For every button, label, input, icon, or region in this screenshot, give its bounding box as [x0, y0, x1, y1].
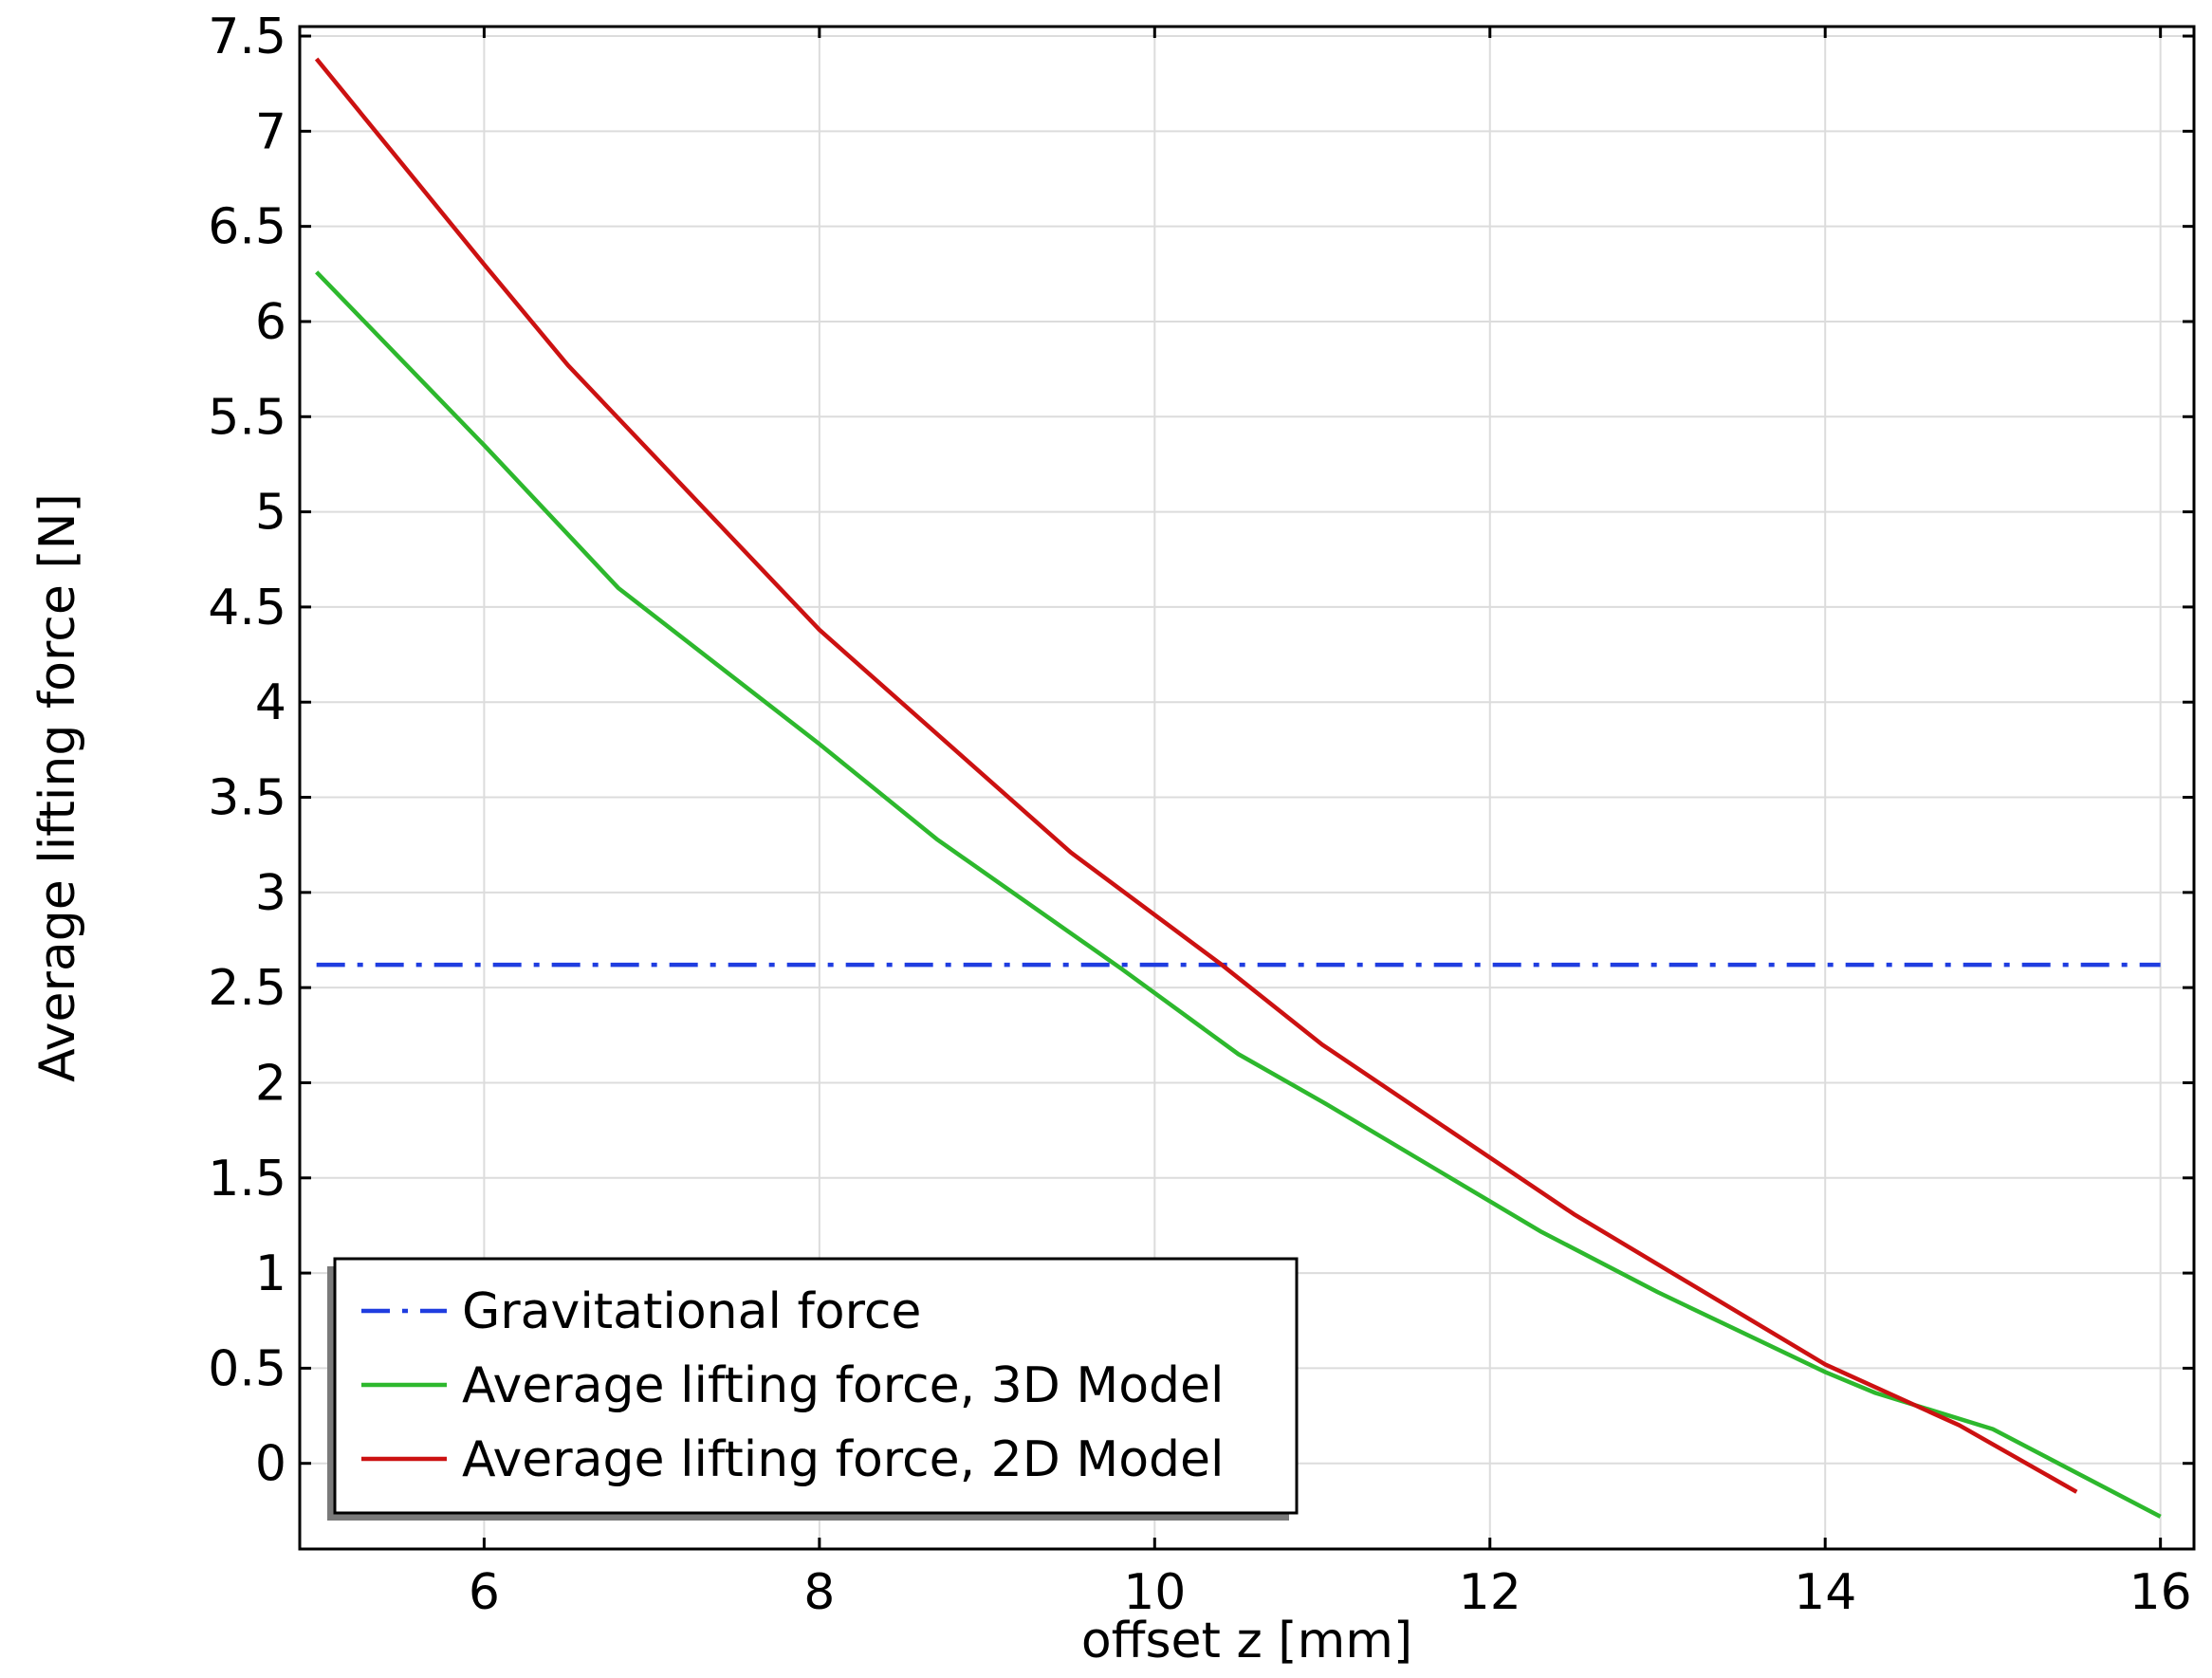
- y-tick-label-0-5: 0.5: [208, 1340, 286, 1397]
- x-tick-label-16: 16: [2129, 1564, 2192, 1621]
- y-tick-label-7-5: 7.5: [208, 9, 286, 65]
- series-lines: [314, 57, 2162, 1519]
- y-tick-label-4-5: 4.5: [208, 580, 286, 636]
- x-tick-label-10: 10: [1123, 1564, 1186, 1621]
- legend-label-3d-model: Average lifting force, 3D Model: [462, 1357, 1224, 1414]
- y-axis-title: Average lifting force [N]: [29, 493, 86, 1082]
- legend: Gravitational force Average lifting forc…: [327, 1257, 1299, 1521]
- y-tick-label-5: 5: [255, 485, 286, 542]
- y-tick-label-3-5: 3.5: [208, 770, 286, 827]
- axis-ticks: 6 8 10 12 14 16 0 0.5 1 1.5 2 2.5 3 3.5 4 4.5 5 5.5 6 6.5 7 7…: [208, 9, 2194, 1621]
- y-tick-label-2-5: 2.5: [208, 960, 286, 1017]
- y-tick-label-0: 0: [255, 1436, 286, 1493]
- plot-frame: [298, 25, 2196, 1551]
- legend-label-2d-model: Average lifting force, 2D Model: [462, 1431, 1224, 1488]
- y-tick-label-1-5: 1.5: [208, 1151, 286, 1208]
- y-tick-label-4: 4: [255, 674, 286, 731]
- y-tick-label-6: 6: [255, 294, 286, 351]
- y-tick-label-7: 7: [255, 103, 286, 160]
- legend-box: [333, 1257, 1299, 1515]
- series-line-average-lifting-force-2d-model: [314, 57, 2078, 1494]
- y-tick-label-1: 1: [255, 1245, 286, 1302]
- x-tick-label-6: 6: [469, 1564, 500, 1621]
- x-tick-label-14: 14: [1794, 1564, 1856, 1621]
- y-tick-label-5-5: 5.5: [208, 389, 286, 446]
- y-tick-label-3: 3: [255, 865, 286, 922]
- x-tick-label-8: 8: [803, 1564, 835, 1621]
- x-tick-label-12: 12: [1459, 1564, 1521, 1621]
- y-tick-label-6-5: 6.5: [208, 199, 286, 256]
- legend-label-gravitational-force: Gravitational force: [462, 1283, 921, 1340]
- y-tick-label-2: 2: [255, 1055, 286, 1112]
- x-axis-title: offset z [mm]: [1081, 1613, 1412, 1669]
- series-line-average-lifting-force-3d-model: [315, 270, 2162, 1519]
